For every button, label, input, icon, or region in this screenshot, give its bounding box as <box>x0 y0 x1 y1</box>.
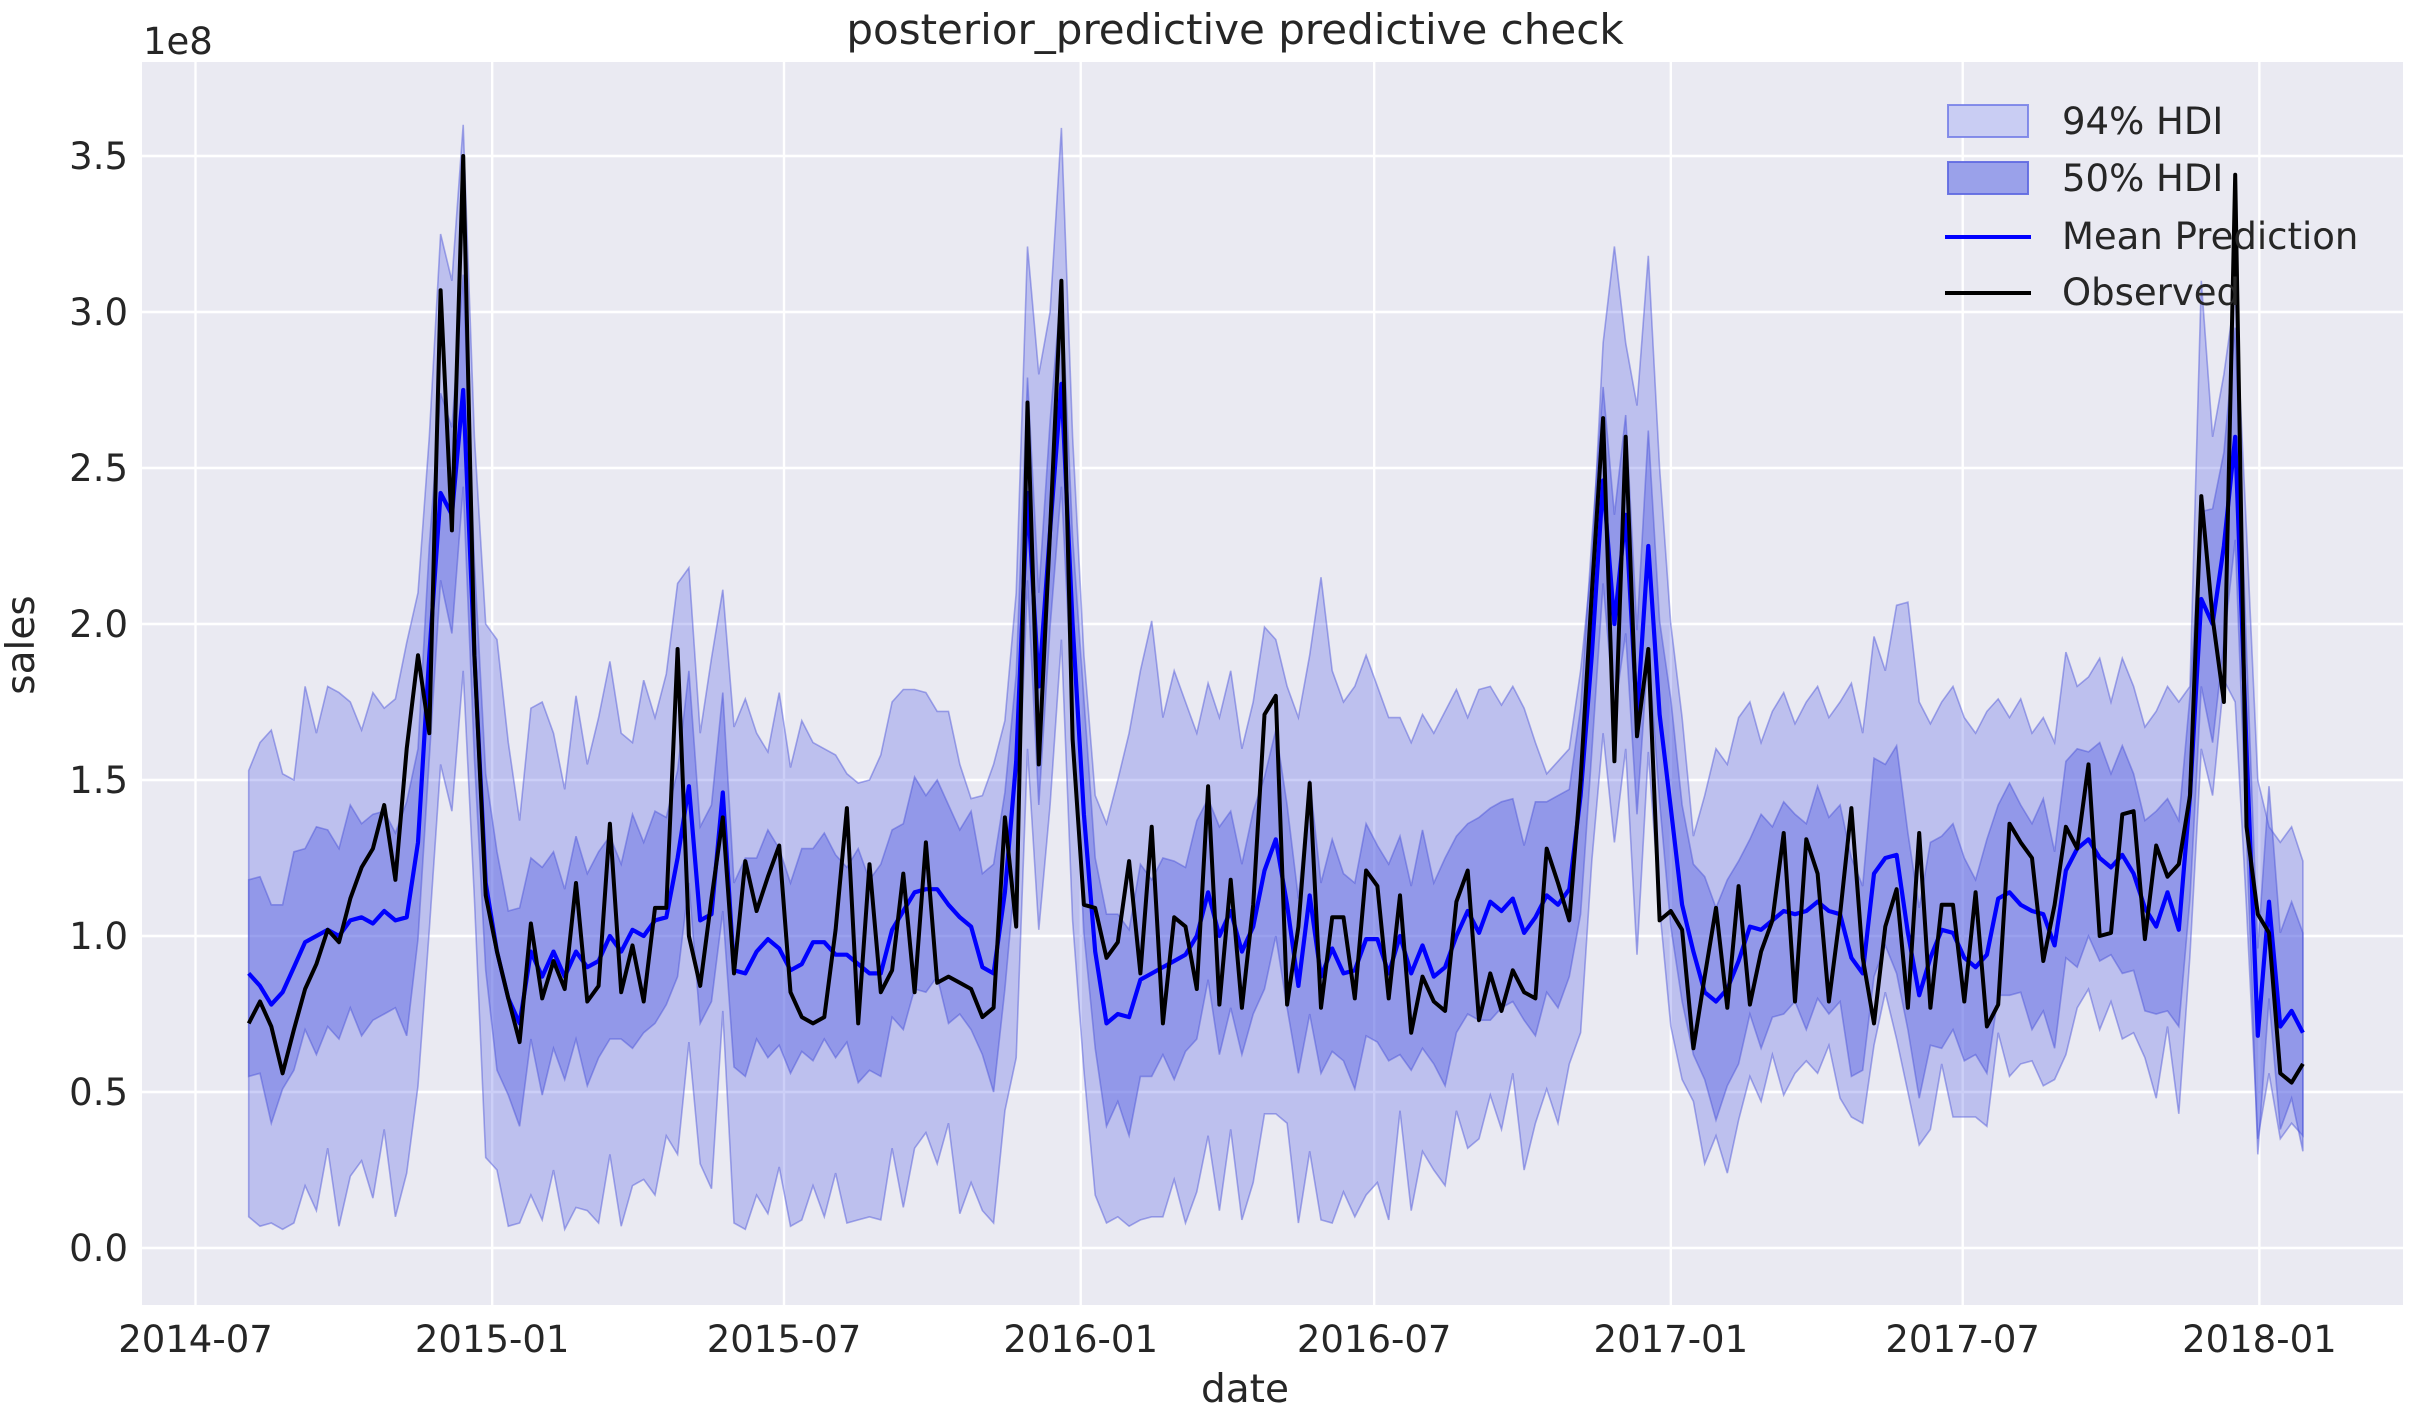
observed-path <box>246 154 2305 1085</box>
legend-50hdi-label: 50% HDI <box>2062 157 2223 200</box>
x-tick-label: 2015-07 <box>707 1318 862 1361</box>
y-tick-label: 1.5 <box>69 759 128 802</box>
page-title: posterior_predictive predictive check <box>846 5 1624 54</box>
x-tick-label: 2015-01 <box>415 1318 570 1361</box>
legend-94hdi-patch <box>1947 104 2029 138</box>
observed-line <box>246 154 2305 1085</box>
mean-prediction-line <box>247 381 2305 1038</box>
y-tick-label: 3.0 <box>69 291 128 334</box>
y-offset-label: 1e8 <box>143 20 213 63</box>
y-tick-label: 3.5 <box>69 135 128 178</box>
legend-mean-label: Mean Prediction <box>2062 215 2358 258</box>
hdi94-area <box>247 124 2304 1232</box>
x-tick-label: 2018-01 <box>2182 1318 2337 1361</box>
x-tick-label: 2016-01 <box>1003 1318 1158 1361</box>
legend-item-mean: Mean Prediction <box>1945 215 2358 258</box>
y-tick-label: 0.5 <box>69 1071 128 1114</box>
legend-50hdi-patch <box>1947 161 2029 195</box>
legend: 94% HDI 50% HDI Mean Prediction Observed <box>1945 100 2358 314</box>
hdi94-band <box>247 124 2304 1232</box>
y-tick-label: 1.0 <box>69 915 128 958</box>
legend-item-50hdi: 50% HDI <box>1947 157 2223 200</box>
legend-94hdi-label: 94% HDI <box>2062 100 2223 143</box>
x-tick-label: 2014-07 <box>118 1318 273 1361</box>
legend-item-observed: Observed <box>1945 271 2240 314</box>
x-tick-label: 2017-07 <box>1885 1318 2040 1361</box>
y-axis-label: sales <box>0 595 44 694</box>
legend-observed-label: Observed <box>2062 271 2240 314</box>
x-axis-label: date <box>1201 1367 1289 1412</box>
legend-item-94hdi: 94% HDI <box>1947 100 2223 143</box>
y-tick-label: 2.0 <box>69 603 128 646</box>
grid <box>142 62 2403 1305</box>
y-tick-label: 2.5 <box>69 447 128 490</box>
plot-background <box>142 62 2403 1305</box>
y-tick-label: 0.0 <box>69 1227 128 1270</box>
x-tick-label: 2017-01 <box>1594 1318 1749 1361</box>
mean-prediction-path <box>247 381 2305 1038</box>
x-tick-label: 2016-07 <box>1297 1318 1452 1361</box>
x-axis-ticks: 2014-07 2015-01 2015-07 2016-01 2016-07 2017-… <box>118 1318 2336 1361</box>
y-axis-ticks: 0.0 0.5 1.0 1.5 2.0 2.5 3.0 3.5 <box>69 135 128 1270</box>
